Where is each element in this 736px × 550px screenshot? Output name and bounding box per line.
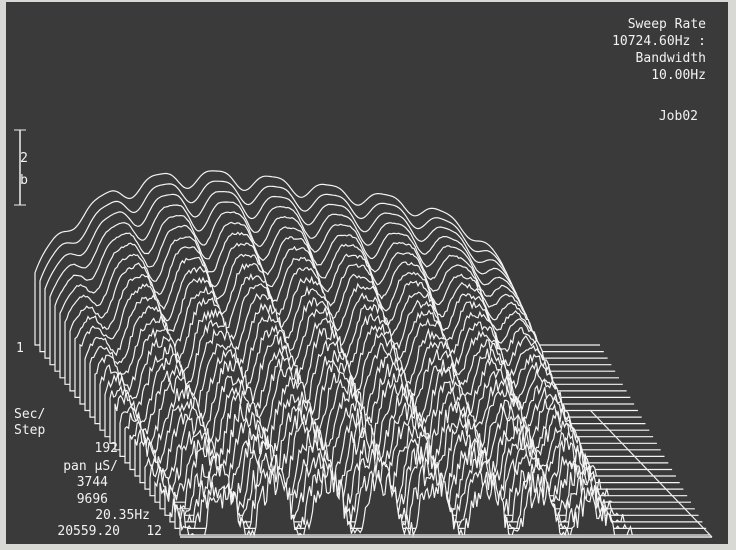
header-line: Sweep Rate (628, 17, 706, 32)
readout-line: 20559.20 (57, 524, 120, 539)
readout-line: Step (14, 423, 45, 438)
readout-line: 9696 (77, 492, 108, 507)
header-line: 10724.60Hz : (612, 34, 706, 49)
header-line: Bandwidth (636, 51, 706, 66)
readout-line: 20.35Hz (95, 508, 150, 523)
readout-line: 192 (95, 441, 118, 456)
readout-index: 12 (146, 524, 162, 539)
readout-line: Sec/ (14, 407, 45, 422)
scale-mark: 2 (20, 151, 28, 166)
job-label: Job02 (659, 109, 698, 124)
header-line: 10.00Hz (651, 68, 706, 83)
scale-level: 1 (16, 341, 24, 356)
waterfall-traces (34, 170, 710, 538)
readout-line: 3744 (77, 475, 108, 490)
right-edge (589, 409, 713, 538)
scale-mark: b (20, 173, 28, 188)
trace (179, 470, 710, 538)
readout-line: pan µS/ (63, 459, 118, 474)
